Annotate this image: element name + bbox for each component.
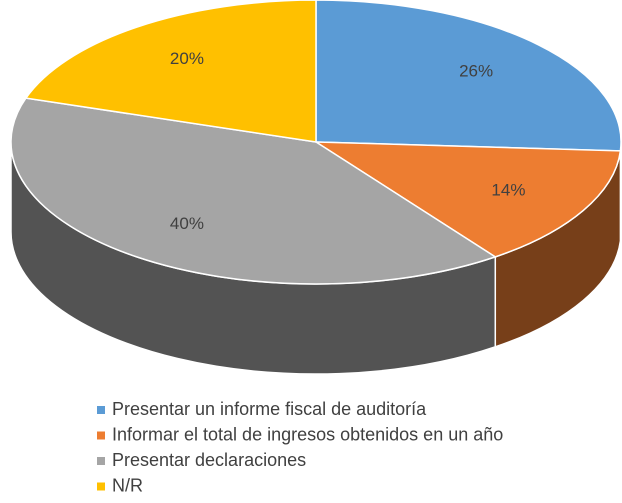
data-label: 20% (170, 49, 204, 68)
legend-label: Presentar declaraciones (112, 450, 306, 470)
slice (10, 97, 497, 285)
legend-marker (97, 431, 105, 440)
legend-marker (97, 406, 105, 414)
legend-label: Presentar un informe fiscal de auditoría (112, 399, 427, 419)
legend-marker (97, 457, 105, 465)
slice (315, 0, 622, 152)
legend-label: N/R (112, 475, 143, 495)
data-label: 26% (459, 61, 493, 80)
legend-label: Informar el total de ingresos obtenidos … (112, 424, 503, 444)
slice (24, 0, 317, 143)
data-label: 40% (170, 214, 204, 233)
slice (313, 141, 622, 258)
legend-marker (97, 482, 105, 491)
data-label: 14% (491, 181, 525, 200)
